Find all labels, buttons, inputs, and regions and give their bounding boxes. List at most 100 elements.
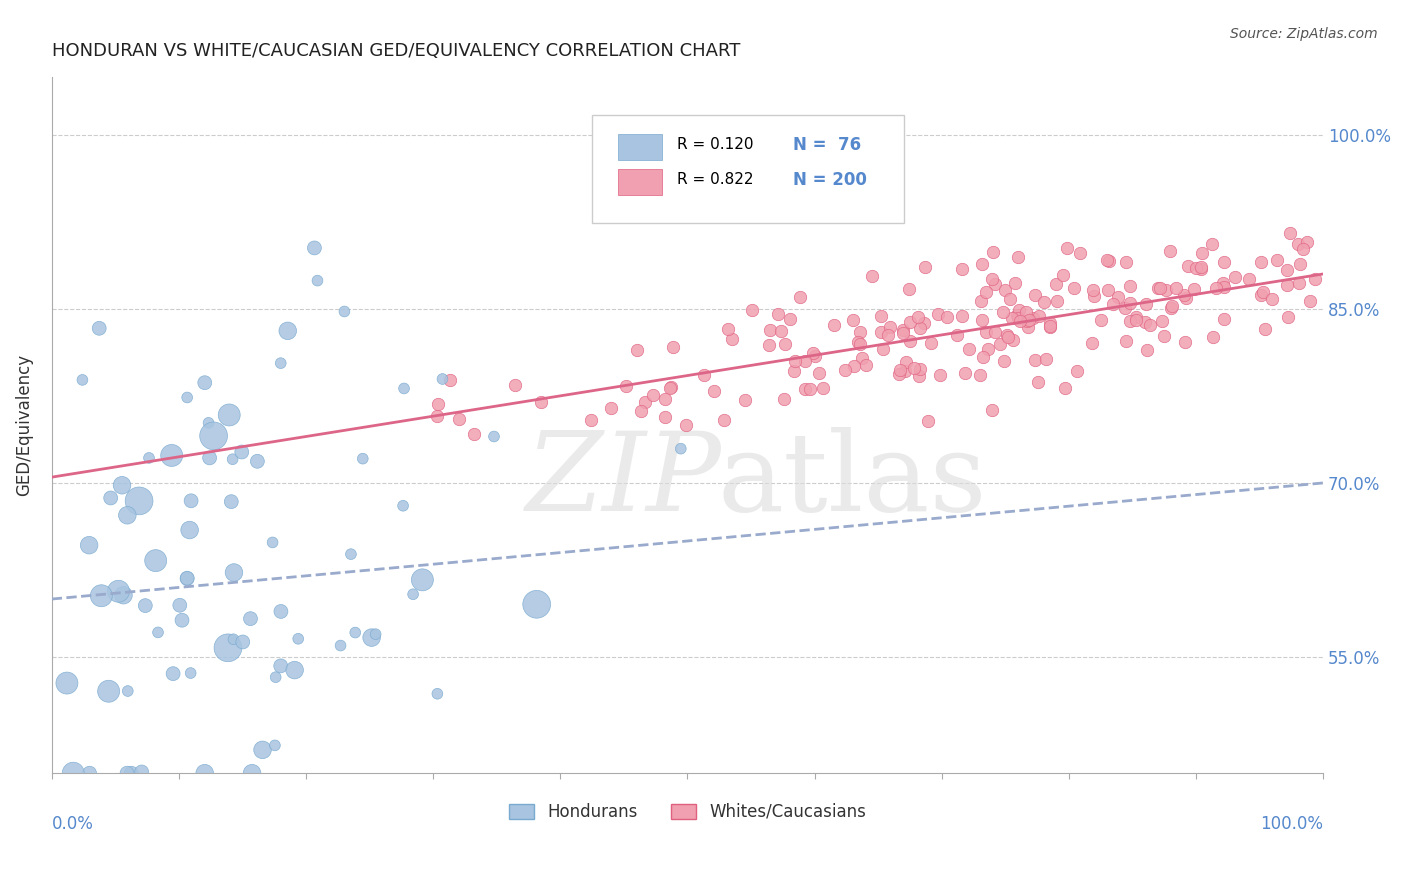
Point (1225, 270, 1247, 285)
Point (1007, 250, 1029, 264)
Point (1254, 322, 1277, 336)
Point (1119, 278, 1142, 293)
Point (1004, 276, 1026, 290)
Point (1296, 235, 1319, 249)
Legend: Hondurans, Whites/Caucasians: Hondurans, Whites/Caucasians (502, 797, 873, 828)
Point (262, 535, 284, 549)
Point (120, 766, 142, 780)
Point (1136, 343, 1159, 357)
Point (887, 367, 910, 381)
Point (1097, 253, 1119, 268)
Text: R = 0.120: R = 0.120 (678, 137, 754, 153)
Point (1001, 333, 1024, 347)
Point (976, 285, 998, 299)
Point (1015, 305, 1038, 319)
Point (482, 429, 505, 443)
Point (799, 382, 821, 396)
Point (1052, 268, 1074, 283)
Point (654, 392, 676, 407)
Point (1303, 272, 1326, 286)
Point (773, 336, 796, 351)
Point (352, 451, 374, 466)
Point (983, 277, 1005, 291)
Point (307, 274, 329, 288)
Point (1024, 353, 1046, 368)
Point (1018, 313, 1040, 327)
Point (1139, 318, 1161, 332)
Point (969, 293, 991, 308)
Point (72, 373, 94, 387)
Point (811, 381, 834, 395)
Point (703, 384, 725, 398)
Point (1275, 278, 1298, 293)
Point (1066, 364, 1088, 378)
Text: N =  76: N = 76 (793, 136, 860, 153)
Point (766, 307, 789, 321)
Text: Source: ZipAtlas.com: Source: ZipAtlas.com (1230, 27, 1378, 41)
Point (1166, 281, 1188, 295)
Point (176, 571, 198, 585)
Point (97, 684, 120, 698)
Point (115, 766, 138, 780)
Point (981, 244, 1004, 259)
Point (675, 417, 697, 432)
Point (1150, 313, 1173, 327)
Point (160, 449, 183, 463)
Point (1045, 277, 1067, 292)
Point (927, 307, 949, 321)
Point (793, 354, 815, 368)
Point (957, 342, 980, 356)
Point (117, 684, 139, 698)
Point (935, 310, 957, 324)
Point (1185, 260, 1208, 275)
Point (79, 766, 101, 780)
Point (179, 523, 201, 537)
Point (970, 313, 993, 327)
Point (146, 625, 169, 640)
Point (107, 584, 129, 599)
Point (946, 327, 969, 342)
Point (981, 402, 1004, 417)
Point (1115, 255, 1137, 269)
Point (851, 351, 873, 365)
Point (402, 587, 425, 601)
Text: ZIP: ZIP (526, 427, 721, 534)
Point (1097, 283, 1119, 297)
Text: HONDURAN VS WHITE/CAUCASIAN GED/EQUIVALENCY CORRELATION CHART: HONDURAN VS WHITE/CAUCASIAN GED/EQUIVALE… (52, 42, 740, 60)
Point (240, 766, 263, 780)
Point (1039, 319, 1062, 334)
Point (808, 367, 831, 381)
Point (1090, 313, 1112, 327)
Bar (617, 134, 662, 161)
Point (903, 361, 925, 376)
Point (439, 373, 461, 387)
Point (914, 260, 936, 274)
Point (994, 283, 1017, 297)
Point (1083, 283, 1105, 297)
Point (659, 380, 682, 394)
Point (1097, 252, 1119, 267)
Point (1039, 316, 1062, 330)
Point (898, 334, 921, 348)
Point (917, 414, 939, 428)
Point (1277, 310, 1299, 324)
Point (1039, 318, 1062, 333)
Point (1261, 292, 1284, 306)
Point (427, 397, 450, 411)
Bar (617, 169, 662, 195)
Point (111, 478, 134, 492)
Point (900, 315, 922, 329)
Point (411, 573, 433, 587)
Point (1292, 242, 1315, 256)
Point (1080, 336, 1102, 351)
Point (169, 599, 191, 613)
Point (870, 309, 893, 323)
Point (1153, 328, 1175, 343)
Point (1288, 277, 1310, 291)
Point (340, 547, 363, 561)
Point (426, 687, 449, 701)
Point (231, 445, 253, 459)
Point (239, 612, 262, 626)
Point (1133, 315, 1156, 329)
Point (896, 355, 918, 369)
